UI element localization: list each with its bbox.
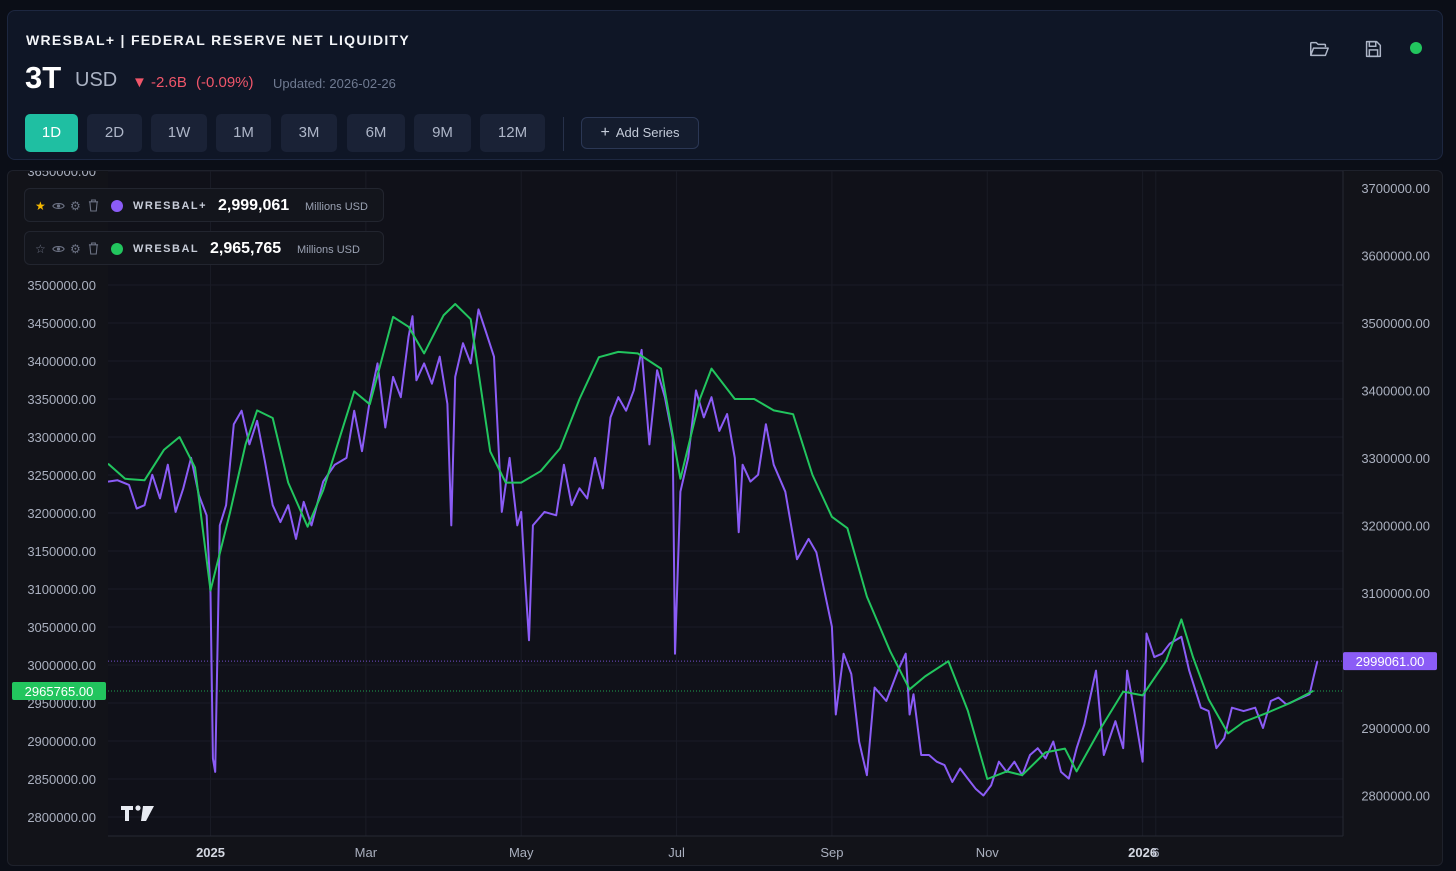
right-axis-tick-label: 2800000.00: [1361, 788, 1430, 803]
right-axis-tick-label: 3100000.00: [1361, 586, 1430, 601]
right-axis-tick-label: 3200000.00: [1361, 518, 1430, 533]
star-outline-icon[interactable]: ☆: [35, 242, 46, 256]
plot-area: [108, 171, 1343, 836]
timeframe-12m-button[interactable]: 12M: [480, 114, 545, 152]
left-axis-tick-label: 3200000.00: [27, 506, 96, 521]
right-axis-tick-label: 3700000.00: [1361, 181, 1430, 196]
left-axis-tick-label: 3150000.00: [27, 544, 96, 559]
price-tag: [1343, 652, 1437, 671]
left-axis-tick-label: 3050000.00: [27, 620, 96, 635]
toolbar-divider: [563, 117, 564, 151]
series-name: WRESBAL+: [133, 200, 208, 212]
line-chart[interactable]: 2800000.002850000.002900000.002950000.00…: [8, 171, 1443, 866]
chart-panel[interactable]: 2800000.00 2850000.00 2900000.00 2950000.00…: [7, 170, 1443, 866]
timeframe-1w-button[interactable]: 1W: [151, 114, 207, 152]
status-indicator: [1410, 42, 1422, 54]
trash-icon[interactable]: [88, 242, 99, 255]
eye-icon[interactable]: [52, 200, 65, 212]
left-axis-tick-label: 3300000.00: [27, 430, 96, 445]
save-icon[interactable]: [1362, 38, 1384, 60]
series-value: 2,965,765: [210, 240, 282, 257]
series-color-dot: [111, 243, 123, 255]
left-axis-tick-label: 2800000.00: [27, 810, 96, 825]
legend-row-wresbal-plus[interactable]: ★ ⚙ WRESBAL+ 2,999,061 Millions USD: [24, 188, 384, 222]
settings-icon[interactable]: ⚙: [70, 242, 81, 256]
series-unit: Millions USD: [305, 201, 368, 213]
x-axis-label: Nov: [976, 845, 1000, 860]
price-tag-label: 2965765.00: [25, 684, 94, 699]
timeframe-2d-button[interactable]: 2D: [87, 114, 142, 152]
timeframe-1d-button[interactable]: 1D: [25, 114, 78, 152]
price-tag-label: 2999061.00: [1356, 654, 1425, 669]
series-line-wresbal[interactable]: [108, 303, 1314, 780]
trash-icon[interactable]: [88, 199, 99, 212]
change-amount: ▼ -2.6B: [132, 74, 187, 91]
left-axis-tick-label: 2900000.00: [27, 734, 96, 749]
star-icon[interactable]: ★: [35, 199, 46, 213]
current-value: 3T: [25, 60, 62, 95]
page-title: WRESBAL+ | FEDERAL RESERVE NET LIQUIDITY: [26, 32, 411, 48]
x-axis-label: 2026: [1128, 845, 1157, 860]
timeframe-6m-button[interactable]: 6M: [347, 114, 405, 152]
right-axis-tick-label: 3300000.00: [1361, 451, 1430, 466]
timeframe-1m-button[interactable]: 1M: [216, 114, 271, 152]
series-color-dot: [111, 200, 123, 212]
x-axis-label: Jul: [668, 845, 685, 860]
updated-timestamp: Updated: 2026-02-26: [273, 76, 396, 91]
open-folder-icon[interactable]: [1308, 38, 1330, 60]
timeframe-9m-button[interactable]: 9M: [414, 114, 471, 152]
left-axis-tick-label: 3400000.00: [27, 354, 96, 369]
right-axis-tick-label: 3400000.00: [1361, 383, 1430, 398]
left-axis-tick-label: 3650000.00: [27, 171, 96, 179]
series-name: WRESBAL: [133, 243, 200, 255]
left-axis-tick-label: 3250000.00: [27, 468, 96, 483]
series-value: 2,999,061: [218, 197, 290, 214]
left-axis-tick-label: 3000000.00: [27, 658, 96, 673]
x-axis-label: May: [509, 845, 534, 860]
price-tag: [12, 682, 106, 701]
timeframe-3m-button[interactable]: 3M: [281, 114, 337, 152]
x-axis-label: Sep: [820, 845, 843, 860]
eye-icon[interactable]: [52, 243, 65, 255]
x-axis-label: Mar: [355, 845, 378, 860]
settings-icon[interactable]: ⚙: [70, 199, 81, 213]
left-axis-tick-label: 2850000.00: [27, 772, 96, 787]
plus-icon: +: [600, 124, 610, 141]
tradingview-logo-icon[interactable]: [120, 803, 156, 823]
add-series-label: Add Series: [615, 125, 680, 140]
series-line-wresbal-plus[interactable]: [108, 308, 1319, 797]
left-axis-tick-label: 3350000.00: [27, 392, 96, 407]
right-axis-tick-label: 3600000.00: [1361, 248, 1430, 263]
left-axis-tick-label: 3500000.00: [27, 278, 96, 293]
x-axis-label: 2025: [196, 845, 225, 860]
header-panel: WRESBAL+ | FEDERAL RESERVE NET LIQUIDITY…: [7, 10, 1443, 160]
value-unit: USD: [75, 69, 118, 91]
right-axis-tick-label: 2900000.00: [1361, 721, 1430, 736]
left-axis-tick-label: 3450000.00: [27, 316, 96, 331]
add-series-button[interactable]: + Add Series: [581, 117, 699, 149]
x-axis-label: 6: [1152, 845, 1159, 860]
change-percent: (-0.09%): [196, 74, 254, 91]
right-axis-tick-label: 3500000.00: [1361, 316, 1430, 331]
left-axis-tick-label: 3100000.00: [27, 582, 96, 597]
series-unit: Millions USD: [297, 244, 360, 256]
legend-row-wresbal[interactable]: ☆ ⚙ WRESBAL 2,965,765 Millions USD: [24, 231, 384, 265]
